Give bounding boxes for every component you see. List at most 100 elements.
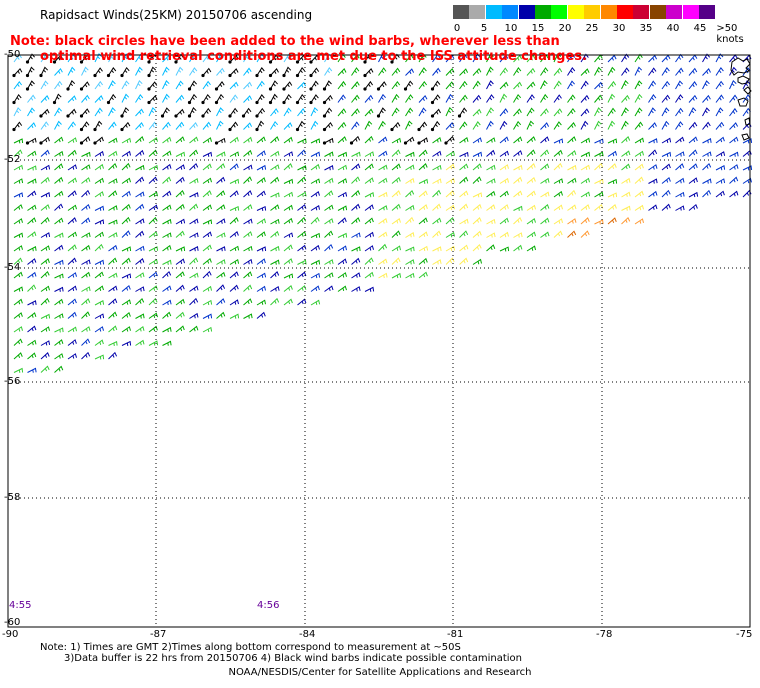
wind-barb <box>742 165 753 171</box>
wind-barb <box>567 164 577 171</box>
wind-barb <box>310 163 320 171</box>
contamination-dot <box>268 73 273 78</box>
wind-barb <box>297 165 307 171</box>
contamination-dot <box>444 141 448 145</box>
contamination-dot <box>160 114 165 118</box>
wind-barb <box>67 204 77 211</box>
wind-barb <box>229 163 239 171</box>
wind-barb <box>54 163 64 171</box>
wind-barb <box>81 338 91 346</box>
wind-barb <box>94 120 103 130</box>
wind-barb <box>715 121 725 130</box>
wind-barb <box>108 325 118 333</box>
footer-credit: NOAA/NESDIS/Center for Satellite Applica… <box>228 667 532 678</box>
wind-barb <box>621 216 631 225</box>
wind-barb <box>121 273 132 279</box>
wind-barb <box>256 67 265 76</box>
wind-barb <box>486 178 496 184</box>
wind-barb <box>229 81 239 90</box>
wind-barb <box>40 232 51 238</box>
wind-barb <box>499 81 509 90</box>
wind-barb <box>553 80 562 90</box>
wind-barb <box>256 205 267 211</box>
contamination-dot <box>39 141 43 145</box>
wind-barb <box>499 177 509 184</box>
wind-barb <box>148 285 158 292</box>
contamination-dot <box>403 141 408 145</box>
wind-barb <box>108 137 118 144</box>
contamination-dot <box>430 114 435 118</box>
scale-label: 45 <box>693 23 707 34</box>
wind-barb <box>216 107 224 117</box>
wind-barb <box>27 94 36 103</box>
wind-barb <box>135 80 143 90</box>
coastline-islands <box>730 57 752 141</box>
wind-barb <box>351 176 361 184</box>
wind-barb <box>337 94 346 103</box>
contamination-dot <box>390 60 394 64</box>
wind-barb <box>688 191 699 198</box>
wind-barb <box>54 259 64 265</box>
wind-barb <box>472 80 481 90</box>
wind-barb <box>540 163 550 171</box>
wind-barb <box>715 107 724 117</box>
wind-barb <box>526 217 536 225</box>
wind-barb <box>121 326 131 333</box>
wind-barb <box>472 203 482 211</box>
wind-barb <box>364 94 374 103</box>
wind-barb <box>391 203 401 211</box>
longitude-label: -90 <box>2 629 19 640</box>
wind-barb <box>405 177 415 184</box>
wind-barb <box>567 230 577 238</box>
wind-barb <box>661 94 671 103</box>
wind-barb <box>378 120 386 130</box>
wind-barb <box>391 107 400 117</box>
wind-barb <box>580 108 590 117</box>
wind-barb <box>162 80 170 90</box>
wind-barb <box>432 246 442 252</box>
wind-barb <box>688 67 698 76</box>
wind-barb <box>256 299 266 306</box>
wind-barb <box>688 54 698 63</box>
contamination-dot <box>309 100 313 105</box>
wind-barb <box>742 138 753 144</box>
wind-barb <box>364 120 373 130</box>
wind-barb <box>391 230 401 238</box>
wind-barb <box>13 67 23 76</box>
wind-barb <box>621 163 631 171</box>
wind-barb <box>162 93 170 103</box>
wind-barb <box>418 271 428 279</box>
wind-barb <box>567 150 577 157</box>
contamination-dot <box>363 60 367 64</box>
latitude-label: -60 <box>4 617 21 628</box>
wind-barb <box>513 216 523 225</box>
wind-barb <box>675 53 684 63</box>
wind-barb <box>108 351 118 360</box>
wind-barb <box>243 164 253 171</box>
wind-barb <box>229 178 240 184</box>
wind-barb <box>540 149 550 157</box>
wind-barb <box>162 163 172 171</box>
wind-barb <box>459 244 469 252</box>
contamination-dot <box>322 141 327 145</box>
wind-barb <box>283 244 293 252</box>
wind-barb <box>54 353 64 360</box>
wind-barb <box>553 178 564 184</box>
wind-barb <box>702 107 710 117</box>
contamination-dot <box>457 114 462 118</box>
scale-swatch <box>666 5 683 19</box>
wind-barb <box>553 204 563 211</box>
wind-barb <box>445 177 455 184</box>
wind-barb <box>148 164 159 171</box>
wind-barb <box>67 190 77 198</box>
contamination-dot <box>147 87 151 91</box>
wind-barb <box>13 298 23 306</box>
wind-barb <box>54 298 64 306</box>
wind-barb <box>324 137 334 144</box>
wind-barb <box>486 137 496 144</box>
wind-barb <box>661 80 670 90</box>
wind-barb <box>405 189 415 198</box>
wind-barb <box>580 164 591 171</box>
wind-barb <box>621 67 630 76</box>
wind-barb <box>108 340 118 346</box>
